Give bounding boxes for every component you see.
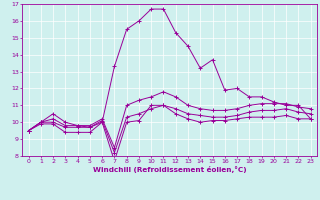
X-axis label: Windchill (Refroidissement éolien,°C): Windchill (Refroidissement éolien,°C): [93, 166, 246, 173]
